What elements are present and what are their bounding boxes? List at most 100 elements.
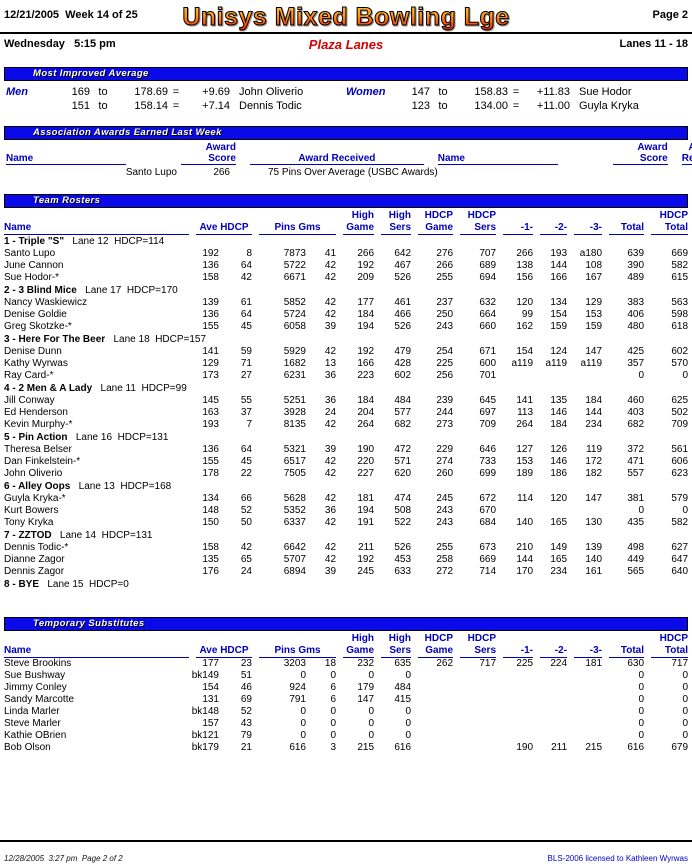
association-awards-left: Name Award Score Award Received Santo Lup… — [6, 142, 438, 179]
player-row: Denise Dunn 141 59 5929 42 192 479 254 671 154 124… — [4, 346, 688, 358]
stat-cell: 474 — [394, 493, 412, 504]
stat-cell: 65 — [240, 554, 252, 565]
stat-cell: 647 — [671, 554, 689, 565]
stat-cell: 484 — [394, 395, 412, 406]
stat-cell: 684 — [479, 517, 497, 528]
player-row: Linda Marler bk148 52 0 0 0 0 0 0 — [4, 706, 688, 718]
stat-cell: 179 — [357, 682, 375, 693]
team-lane-hdcp: Lane 18 HDCP=157 — [105, 334, 207, 345]
stat-cell: 166 — [357, 358, 375, 369]
stat-cell: 136 — [202, 260, 219, 271]
report-date-week: 12/21/2005 Week 14 of 25 — [4, 4, 174, 21]
col-high-sers: High Sers — [374, 210, 412, 235]
stat-cell: 42 — [324, 517, 337, 528]
roster-column-headers: Name Ave HDCP Pins Gms High Game High Sers… — [4, 210, 689, 235]
to-word: to — [438, 86, 448, 98]
stat-cell — [567, 670, 602, 682]
col-hdcp-sers: HDCP Sers — [453, 633, 497, 658]
stat-cell: 64 — [240, 309, 252, 320]
col-high-sers: High Sers — [374, 633, 412, 658]
stat-cell: 37 — [240, 407, 252, 418]
stat-cell: 526 — [394, 542, 412, 553]
stat-cell: 625 — [671, 395, 689, 406]
bowler-name: Dennis Todic — [239, 100, 302, 112]
stat-cell: 126 — [550, 444, 568, 455]
player-row: Nancy Waskiewicz 139 61 5852 42 177 461 237 632 1… — [4, 297, 688, 309]
stat-cell: a119 — [580, 358, 603, 369]
stat-cell: 42 — [324, 468, 337, 479]
stat-cell — [453, 742, 496, 754]
stat-cell: 165 — [550, 517, 568, 528]
awards-received-header: Award Received — [681, 142, 692, 165]
stat-cell: 42 — [240, 272, 252, 283]
substitutes-column-headers: Name Ave HDCP Pins Gms High Game High Sers… — [4, 633, 689, 658]
stat-cell: 39 — [324, 566, 337, 577]
stat-cell: 0 — [638, 670, 645, 681]
stat-cell: 272 — [436, 566, 454, 577]
to-word: to — [98, 100, 108, 112]
stat-cell: 5724 — [283, 309, 306, 320]
stat-cell: 99 — [521, 309, 534, 320]
player-row: Jill Conway 145 55 5251 36 184 484 239 645 141 135… — [4, 395, 688, 407]
stat-cell: 66 — [240, 493, 252, 504]
stat-cell: 733 — [479, 456, 497, 467]
stat-cell: 71 — [240, 358, 252, 369]
header-divider — [0, 32, 692, 34]
stat-cell: 18 — [324, 658, 337, 669]
stat-cell: 166 — [550, 272, 568, 283]
stat-cell — [533, 670, 567, 682]
stat-cell: 145 — [202, 395, 219, 406]
team-name: 7 - ZZTOD — [4, 530, 52, 541]
stat-cell: 633 — [394, 566, 412, 577]
stat-cell: 461 — [394, 297, 412, 308]
page-number: Page 2 — [652, 9, 688, 21]
stat-cell: 0 — [405, 670, 412, 681]
stat-cell: 0 — [368, 730, 375, 741]
player-name: June Cannon — [4, 260, 64, 271]
stat-cell: 244 — [436, 407, 454, 418]
col-game1: -1- — [496, 210, 534, 235]
stat-cell: 682 — [627, 419, 645, 430]
stat-cell: 6 — [330, 694, 337, 705]
stat-cell: 415 — [394, 694, 412, 705]
player-name: Theresa Belser — [4, 444, 72, 455]
stat-cell: 194 — [357, 321, 375, 332]
stat-cell: 211 — [358, 542, 375, 553]
stat-cell: 256 — [436, 370, 454, 381]
substitutes-table: Name Ave HDCP Pins Gms High Game High Sers… — [4, 633, 689, 754]
stat-cell: 21 — [240, 742, 252, 753]
stat-cell: 264 — [357, 419, 375, 430]
stat-cell: 243 — [436, 321, 454, 332]
stat-cell: 255 — [436, 272, 454, 283]
stat-cell: 139 — [202, 297, 219, 308]
player-row: Dan Finkelstein-* 155 45 6517 42 220 571 274 733… — [4, 456, 688, 468]
player-name: Dianne Zagor — [4, 554, 65, 565]
stat-cell: 561 — [671, 444, 689, 455]
section-bar-association-awards: Association Awards Earned Last Week — [4, 126, 688, 140]
stat-cell: 108 — [585, 260, 603, 271]
stat-cell: 453 — [394, 554, 412, 565]
stat-cell: 162 — [516, 321, 534, 332]
stat-cell: 669 — [479, 554, 497, 565]
stat-cell: 134 — [202, 493, 219, 504]
awards-received-header: Award Received — [250, 153, 424, 165]
stat-cell — [533, 505, 567, 517]
col-total: Total — [602, 633, 645, 658]
avg-from: 151 — [71, 100, 90, 112]
stat-cell: 55 — [240, 395, 252, 406]
venue-name: Plaza Lanes — [308, 36, 384, 52]
league-title: Unisys Mixed Bowling Lge — [174, 3, 518, 31]
stat-cell: 8 — [246, 248, 252, 259]
bowler-name: Guyla Kryka — [579, 100, 639, 112]
equals-sign: = — [172, 100, 180, 112]
player-name: Guyla Kryka-* — [4, 493, 66, 504]
player-row: Kathie OBrien bk121 79 0 0 0 0 0 0 — [4, 730, 688, 742]
stat-cell: 717 — [479, 658, 497, 669]
player-row: Bob Olson bk179 21 616 3 215 616 190 211 215 616 67… — [4, 742, 688, 754]
stat-cell: 177 — [202, 658, 219, 669]
stat-cell: 223 — [357, 370, 375, 381]
stat-cell: 0 — [368, 718, 375, 729]
team-rosters-table: Name Ave HDCP Pins Gms High Game High Sers… — [4, 210, 689, 591]
